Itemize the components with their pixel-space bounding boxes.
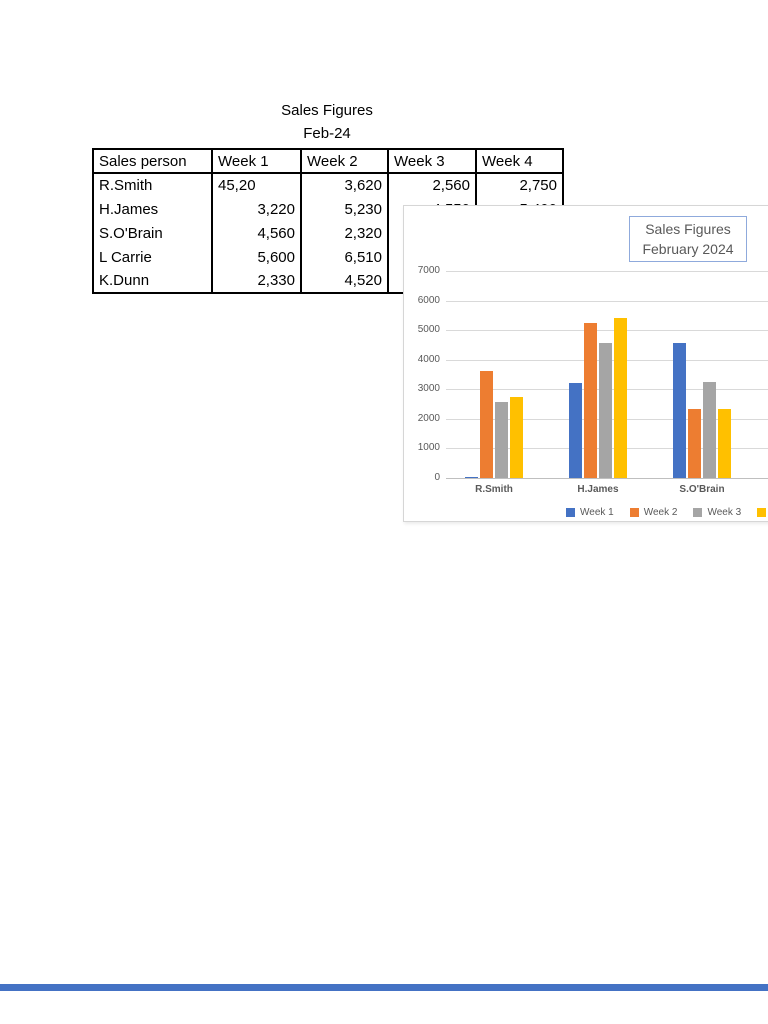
y-axis-label: 5000	[417, 324, 440, 336]
column-header: Week 4	[475, 148, 564, 174]
y-axis-label: 6000	[417, 294, 440, 306]
value-cell[interactable]: 4,520	[300, 269, 389, 294]
column-header: Week 3	[387, 148, 477, 174]
table-subtitle: Feb-24	[303, 125, 351, 142]
value-cell[interactable]: 2,320	[300, 221, 389, 245]
salesperson-cell[interactable]: R.Smith	[92, 173, 213, 197]
x-axis-label: S.O'Brain	[679, 484, 725, 495]
table-row: R.Smith 45,20 3,620 2,560 2,750	[92, 173, 564, 197]
salesperson-cell[interactable]: K.Dunn	[92, 269, 213, 294]
bar	[688, 409, 701, 478]
sales-table-body: R.Smith 45,20 3,620 2,560 2,750 H.James 3,220 5…	[92, 173, 564, 294]
gridline	[446, 478, 768, 479]
column-header: Week 1	[211, 148, 302, 174]
table-header-row: Sales person Week 1 Week 2 Week 3 Week 4	[92, 148, 564, 174]
salesperson-cell[interactable]: S.O'Brain	[92, 221, 213, 245]
legend-swatch	[693, 508, 703, 517]
x-axis-label: R.Smith	[475, 484, 513, 495]
bar	[703, 382, 716, 478]
value-cell[interactable]: 2,750	[475, 173, 564, 197]
legend-swatch	[757, 508, 767, 517]
bar	[584, 323, 597, 478]
table-title-block: Sales Figures Feb-24	[92, 99, 562, 145]
legend-label: Week 1	[580, 507, 614, 518]
y-axis-label: 4000	[417, 353, 440, 365]
x-axis-label: H.James	[577, 484, 619, 495]
value-cell[interactable]: 2,330	[211, 269, 302, 294]
legend-swatch	[566, 508, 575, 517]
legend-swatch	[629, 508, 639, 517]
bar	[718, 409, 731, 478]
legend-label: Week 2	[643, 507, 678, 518]
bottom-blue-bar	[0, 984, 768, 991]
chart-title-line2: February 2024	[642, 241, 734, 257]
legend-item: Week 4	[757, 507, 768, 518]
sales-table: Sales person Week 1 Week 2 Week 3 Week 4 R.S…	[92, 148, 564, 294]
bar	[614, 318, 627, 478]
gridline	[446, 330, 768, 332]
value-cell[interactable]: 3,220	[211, 197, 302, 221]
column-header: Week 2	[300, 148, 389, 174]
gridline	[446, 300, 768, 302]
table-title: Sales Figures	[281, 102, 373, 119]
legend-item: Week 2	[629, 507, 678, 518]
value-cell[interactable]: 6,510	[300, 245, 389, 269]
y-axis-label: 0	[434, 472, 440, 483]
value-cell[interactable]: 4,560	[211, 221, 302, 245]
value-cell[interactable]: 3,620	[300, 173, 389, 197]
bar	[465, 477, 478, 478]
legend-item: Week 3	[693, 507, 741, 518]
value-cell[interactable]: 45,20	[211, 173, 302, 197]
bar	[510, 397, 523, 478]
y-axis-label: 7000	[417, 265, 440, 276]
chart-legend: Week 1 Week 2 Week 3 Week 4	[566, 507, 768, 518]
chart-title-box: Sales Figures February 2024	[629, 216, 747, 262]
legend-label: Week 3	[707, 507, 742, 518]
bar	[495, 402, 508, 478]
bar	[480, 371, 493, 478]
bar	[599, 343, 612, 478]
legend-item: Week 1	[566, 507, 614, 518]
value-cell[interactable]: 5,600	[211, 245, 302, 269]
y-axis-label: 3000	[417, 383, 440, 395]
chart-overlay[interactable]: Sales Figures February 2024 Week 1 Week 2…	[403, 205, 768, 522]
salesperson-cell[interactable]: H.James	[92, 197, 213, 221]
chart-title-line1: Sales Figures	[645, 221, 731, 237]
gridline	[446, 271, 768, 272]
bar	[673, 343, 686, 478]
y-axis-label: 2000	[417, 412, 440, 424]
value-cell[interactable]: 2,560	[387, 173, 477, 197]
y-axis-label: 1000	[417, 442, 440, 454]
column-header: Sales person	[92, 148, 213, 174]
salesperson-cell[interactable]: L Carrie	[92, 245, 213, 269]
bar	[569, 383, 582, 478]
value-cell[interactable]: 5,230	[300, 197, 389, 221]
